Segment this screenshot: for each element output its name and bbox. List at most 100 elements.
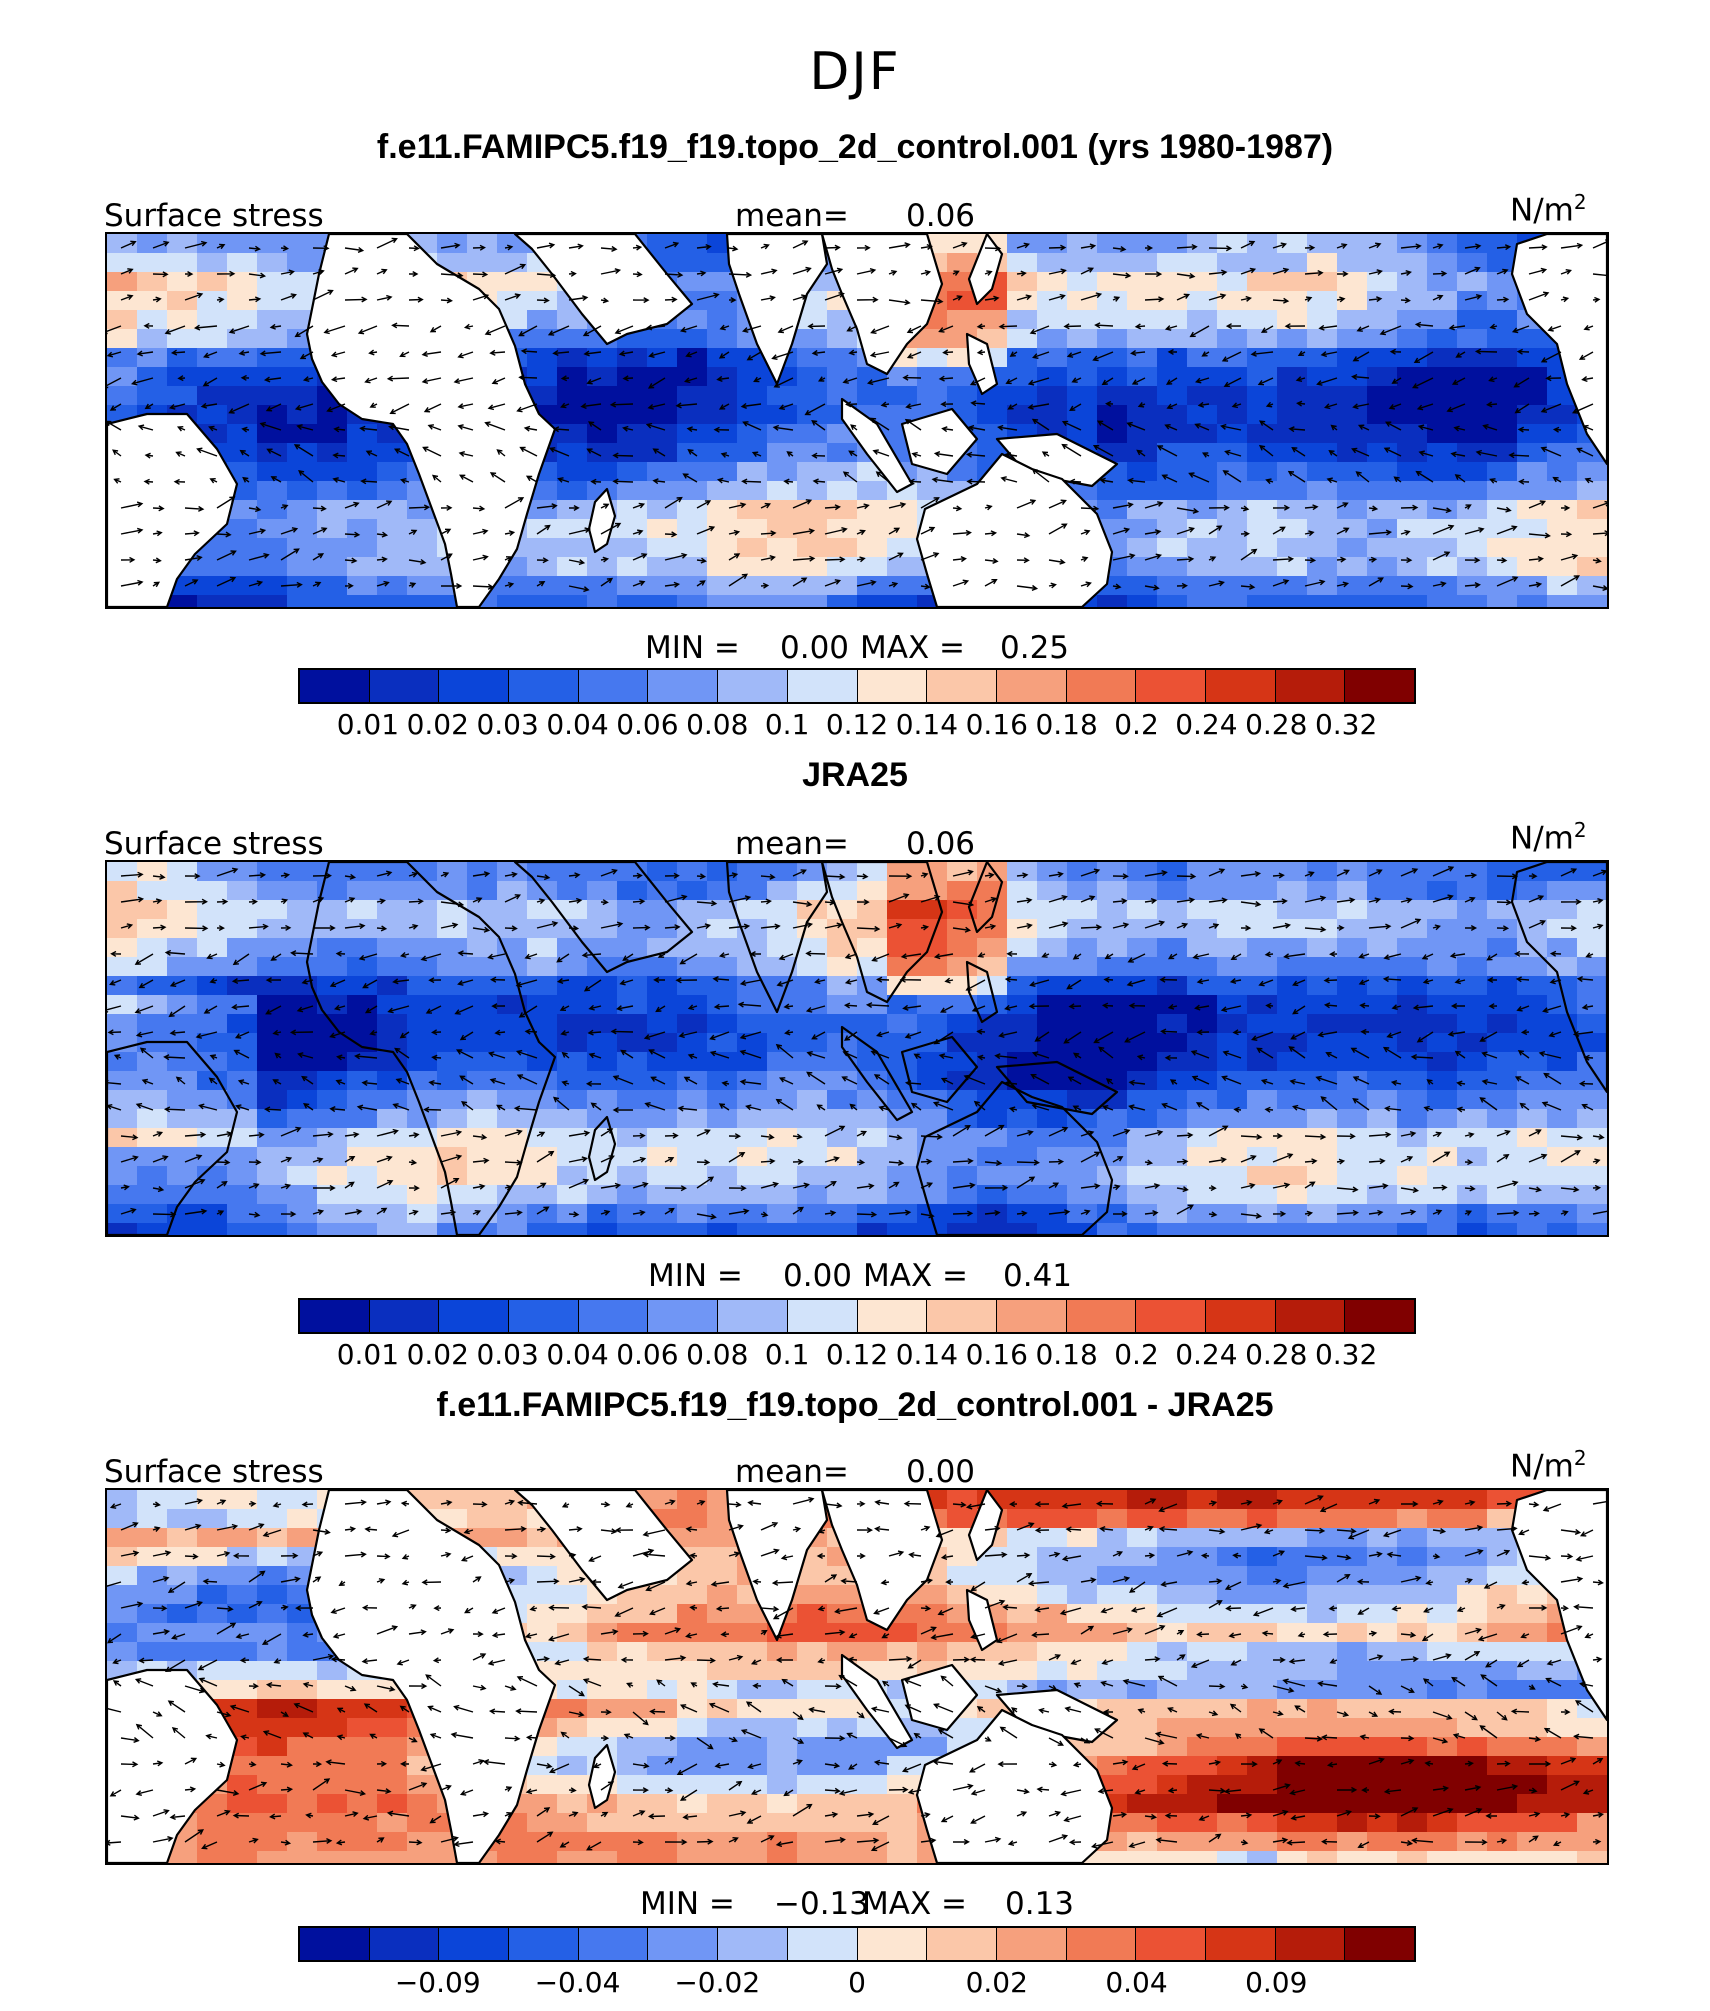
- colorbar-swatch: [648, 1300, 719, 1332]
- colorbar-swatch: [1275, 1300, 1346, 1332]
- coastline-africa: [305, 1490, 557, 1863]
- colorbar-swatch: [996, 670, 1067, 702]
- panel-2-colorbar-ticks: 0.01 0.02 0.03 0.04 0.06 0.08 0.1 0.12 0.14 0.16 0…: [298, 1338, 1416, 1372]
- coastline-madagascar: [587, 1115, 617, 1182]
- coastline-arabia: [513, 1490, 694, 1602]
- colorbar-swatch: [1136, 1300, 1206, 1332]
- colorbar-swatch: [300, 1300, 370, 1332]
- panel-1-colorbar: [298, 668, 1416, 704]
- coastline-sumatra: [840, 1025, 914, 1122]
- colorbar-swatch: [1275, 1928, 1346, 1960]
- colorbar-tick-label: 0.01: [336, 1338, 400, 1371]
- panel-1-min-value: 0.00: [780, 630, 850, 666]
- colorbar-swatch: [369, 670, 440, 702]
- coastline-sumatra: [840, 397, 914, 494]
- colorbar-swatch: [1205, 1300, 1276, 1332]
- colorbar-swatch: [300, 1928, 370, 1960]
- colorbar-tick-label: −0.02: [674, 1966, 761, 1999]
- panel-3-min-value: −0.13: [774, 1886, 869, 1922]
- panel-2-min-label: MIN =: [648, 1258, 743, 1294]
- colorbar-swatch: [509, 1928, 579, 1960]
- colorbar-tick-label: 0.2: [1114, 1338, 1159, 1371]
- colorbar-swatch: [1136, 670, 1206, 702]
- coastline-samerica: [107, 1040, 239, 1235]
- colorbar-tick-label: 0.28: [1245, 708, 1308, 741]
- coastline-africa: [305, 862, 557, 1235]
- colorbar-tick-label: 0: [848, 1966, 866, 1999]
- panel-3-max-label: MAX =: [862, 1886, 968, 1922]
- colorbar-tick-label: 0.01: [336, 708, 400, 741]
- colorbar-swatch: [787, 670, 858, 702]
- colorbar-swatch: [718, 1928, 788, 1960]
- panel-2-units: N/m2: [1510, 818, 1587, 857]
- coastline-borneo: [900, 1663, 979, 1732]
- colorbar-tick-label: −0.09: [394, 1966, 481, 1999]
- colorbar-tick-label: 0.1: [764, 1338, 810, 1371]
- colorbar-swatch: [578, 1928, 649, 1960]
- colorbar-swatch: [787, 1928, 858, 1960]
- colorbar-swatch: [578, 670, 649, 702]
- panel-1-min-label: MIN =: [645, 630, 740, 666]
- coastline-australia: [915, 1080, 1114, 1235]
- panel-3-colorbar: [298, 1926, 1416, 1962]
- panel-1-colorbar-ticks: 0.01 0.02 0.03 0.04 0.06 0.08 0.1 0.12 0.14 0.16 0…: [298, 708, 1416, 742]
- colorbar-tick-label: 0.08: [686, 708, 749, 741]
- panel-1-variable-label: Surface stress: [104, 198, 324, 234]
- coastline-philippines: [965, 332, 999, 396]
- colorbar-swatch: [1345, 1300, 1414, 1332]
- panel-3-units: N/m2: [1510, 1446, 1587, 1485]
- coastline-arabia: [513, 862, 694, 974]
- colorbar-tick-label: 0.1: [764, 708, 810, 741]
- stress-field-map: [107, 1490, 1607, 1863]
- colorbar-swatch: [1345, 1928, 1414, 1960]
- colorbar-swatch: [439, 1300, 510, 1332]
- panel-2-map: [105, 860, 1609, 1237]
- coastline-australia: [915, 1708, 1114, 1863]
- colorbar-tick-label: 0.18: [1035, 1338, 1098, 1371]
- colorbar-tick-label: −0.04: [534, 1966, 621, 1999]
- panel-3-title: f.e11.FAMIPC5.f19_f19.topo_2d_control.00…: [436, 1386, 1274, 1424]
- colorbar-swatch: [1066, 1928, 1137, 1960]
- coastline-namerica: [1510, 234, 1607, 466]
- colorbar-swatch: [927, 670, 997, 702]
- colorbar-swatch: [857, 1928, 928, 1960]
- coastline-japan: [967, 862, 1004, 934]
- colorbar-swatch: [648, 1928, 719, 1960]
- colorbar-swatch: [369, 1928, 440, 1960]
- colorbar-tick-label: 0.12: [825, 1338, 889, 1371]
- colorbar-tick-label: 0.18: [1035, 708, 1098, 741]
- colorbar-swatch: [996, 1928, 1067, 1960]
- panel-1-mean-value: 0.06: [906, 198, 976, 234]
- stress-field-map: [107, 862, 1607, 1235]
- colorbar-tick-label: 0.16: [965, 1338, 1028, 1371]
- panel-2-variable-label: Surface stress: [104, 826, 324, 862]
- colorbar-tick-label: 0.04: [1105, 1966, 1168, 1999]
- panel-2-mean-value: 0.06: [906, 826, 976, 862]
- panel-1-mean-label: mean=: [735, 198, 849, 234]
- colorbar-tick-label: 0.06: [616, 708, 679, 741]
- colorbar-swatch: [1275, 670, 1346, 702]
- coastline-madagascar: [587, 1743, 617, 1810]
- panel-1-map: [105, 232, 1609, 609]
- colorbar-tick-label: 0.03: [476, 1338, 539, 1371]
- panel-2-max-value: 0.41: [1003, 1258, 1073, 1294]
- colorbar-tick-label: 0.2: [1114, 708, 1159, 741]
- colorbar-swatch: [787, 1300, 858, 1332]
- panel-2-min-value: 0.00: [783, 1258, 853, 1294]
- panel-3-mean-value: 0.00: [906, 1454, 976, 1490]
- colorbar-tick-label: 0.24: [1175, 708, 1238, 741]
- colorbar-tick-label: 0.06: [616, 1338, 679, 1371]
- colorbar-tick-label: 0.14: [895, 1338, 959, 1371]
- coastline-japan: [967, 1490, 1004, 1562]
- panel-2-title: JRA25: [802, 756, 908, 794]
- coastline-borneo: [900, 407, 979, 476]
- colorbar-tick-label: 0.02: [406, 708, 469, 741]
- stress-vectors: [107, 237, 1607, 593]
- colorbar-swatch: [718, 670, 788, 702]
- colorbar-tick-label: 0.04: [546, 708, 609, 741]
- colorbar-swatch: [509, 670, 579, 702]
- colorbar-swatch: [1066, 670, 1137, 702]
- panel-3-colorbar-ticks: −0.09 −0.04 −0.02 0 0.02 0.04 0.09: [298, 1966, 1416, 2000]
- colorbar-tick-label: 0.24: [1175, 1338, 1238, 1371]
- colorbar-tick-label: 0.14: [895, 708, 959, 741]
